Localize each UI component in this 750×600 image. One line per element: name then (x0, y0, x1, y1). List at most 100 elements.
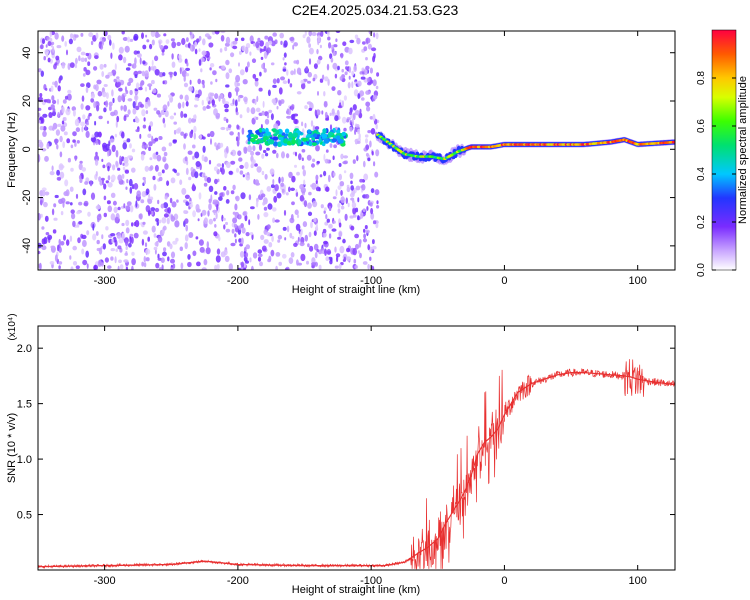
spectrogram-noise-mark (236, 139, 240, 147)
spectrogram-noise-mark (165, 39, 170, 44)
spectrogram-noise-mark (127, 155, 133, 159)
spectrogram-noise-mark (334, 73, 338, 79)
spectrogram-noise-mark (39, 126, 44, 131)
spectrogram-noise-mark (64, 95, 69, 100)
spectrogram-noise-mark (147, 99, 151, 106)
spectrogram-noise-mark (216, 163, 222, 167)
spectrogram-noise-mark (63, 117, 67, 122)
spectrogram-noise-mark (179, 94, 184, 100)
spectrogram-noise-mark (180, 131, 185, 136)
spectrogram-noise-mark (129, 236, 132, 244)
spectrogram-noise-mark (131, 258, 136, 266)
spectrogram-noise-mark (102, 91, 107, 98)
spectrogram-noise-mark (117, 174, 123, 182)
spectrogram-noise-mark (234, 99, 238, 107)
spectrogram-noise-mark (45, 232, 50, 236)
spectrogram-noise-mark (112, 42, 115, 50)
spectrogram-noise-mark (340, 205, 345, 210)
spectrogram-noise-mark (280, 182, 285, 187)
spectrogram-noise-mark (159, 45, 164, 50)
spectrogram-noise-mark (162, 117, 166, 124)
spectrogram-noise-mark (94, 159, 99, 166)
spectrogram-noise-mark (135, 117, 140, 124)
spectrogram-tone-mark (268, 139, 275, 145)
spectrogram-noise-mark (330, 57, 334, 63)
spectrogram-noise-mark (310, 120, 314, 127)
spectrogram-noise-mark (74, 34, 79, 38)
spectrogram-noise-mark (313, 243, 319, 251)
spectrogram-noise-mark (341, 100, 344, 108)
spectrogram-noise-mark (121, 222, 125, 227)
spectrogram-tone-mark (297, 139, 302, 146)
spectrogram-noise-mark (272, 149, 277, 154)
spectrogram-noise-mark (124, 86, 128, 92)
spectrogram-noise-mark (174, 169, 177, 174)
spectrogram-noise-mark (238, 62, 240, 67)
spectrogram-y-ticks: -40 -20 0 20 40 (21, 47, 675, 254)
spectrogram-noise-mark (214, 142, 217, 147)
spectrogram-noise-mark (187, 150, 193, 155)
spectrogram-noise-mark (304, 234, 308, 242)
spectrogram-y-tick-label: 20 (21, 95, 33, 107)
spectrogram-noise-mark (147, 133, 152, 138)
spectrogram-noise-mark (57, 85, 61, 92)
spectrogram-noise-mark (316, 48, 319, 55)
spectrogram-noise-mark (265, 152, 269, 157)
spectrogram-noise-mark (87, 211, 91, 217)
spectrogram-noise-mark (272, 207, 277, 212)
spectrogram-noise-mark (152, 88, 157, 94)
spectrogram-noise-mark (350, 225, 355, 231)
spectrogram-noise-mark (353, 89, 359, 97)
spectrogram-noise-mark (74, 142, 77, 147)
spectrogram-noise-mark (237, 150, 242, 156)
spectrogram-noise-mark (116, 232, 122, 239)
spectrogram-noise-mark (163, 151, 168, 157)
spectrogram-noise-mark (95, 32, 99, 39)
spectrogram-noise-mark (134, 220, 140, 228)
spectrogram-marks (38, 31, 675, 270)
spectrogram-noise-mark (104, 257, 109, 263)
spectrogram-noise-mark (249, 51, 252, 56)
spectrogram-noise-mark (331, 44, 334, 50)
spectrogram-noise-mark (113, 78, 118, 83)
spectrogram-noise-mark (249, 232, 254, 236)
spectrogram-noise-mark (189, 79, 192, 85)
spectrogram-noise-mark (234, 238, 237, 244)
spectrogram-noise-mark (117, 95, 122, 103)
spectrogram-noise-mark (133, 70, 139, 77)
spectrogram-noise-mark (210, 81, 213, 85)
spectrogram-noise-mark (323, 170, 327, 177)
spectrogram-noise-mark (373, 32, 376, 38)
spectrogram-noise-mark (122, 56, 127, 64)
spectrogram-noise-mark (117, 167, 121, 171)
spectrogram-noise-mark (252, 252, 258, 259)
spectrogram-noise-mark (107, 34, 112, 41)
spectrogram-noise-mark (225, 36, 231, 45)
spectrogram-tone-mark (247, 137, 251, 142)
spectrogram-noise-mark (151, 59, 154, 67)
spectrogram-noise-mark (282, 68, 287, 72)
spectrogram-x-tick-label: -200 (227, 275, 249, 287)
spectrogram-noise-mark (367, 263, 370, 270)
spectrogram-noise-mark (340, 153, 344, 160)
spectrogram-noise-mark (313, 230, 317, 236)
spectrogram-noise-mark (272, 32, 278, 37)
spectrogram-noise-mark (261, 170, 265, 176)
spectrogram-noise-mark (276, 78, 280, 84)
spectrogram-tone-mark (277, 141, 282, 148)
spectrogram-noise-mark (95, 171, 98, 177)
spectrogram-noise-mark (47, 57, 51, 63)
spectrogram-noise-mark (181, 70, 187, 78)
spectrogram-noise-mark (144, 165, 149, 172)
spectrogram-noise-mark (355, 207, 359, 213)
spectrogram-noise-mark (278, 100, 282, 107)
spectrogram-noise-mark (154, 137, 159, 142)
spectrogram-noise-mark (44, 191, 50, 196)
spectrogram-tone-mark (337, 138, 344, 144)
snr-y-axis-label: SNR (10 * v/v) (6, 413, 18, 483)
spectrogram-tone-mark (250, 137, 256, 143)
spectrogram-noise-mark (243, 267, 246, 270)
spectrogram-noise-mark (370, 188, 375, 194)
spectrogram-noise-mark (141, 261, 145, 267)
spectrogram-noise-mark (182, 101, 185, 109)
